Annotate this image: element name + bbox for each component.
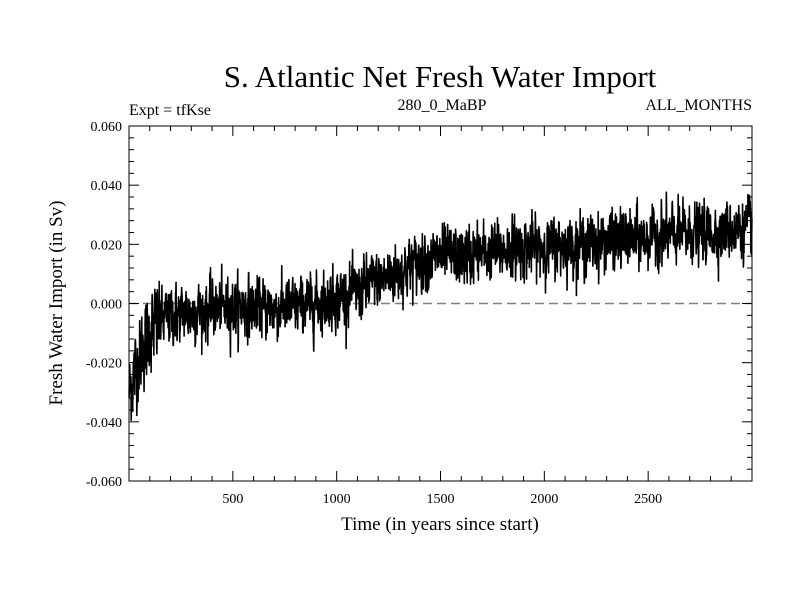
months-label: ALL_MONTHS — [645, 97, 752, 114]
fresh-water-series-line — [128, 191, 753, 421]
y-tick-label: -0.040 — [86, 416, 122, 431]
experiment-label: Expt = tfKse — [129, 102, 211, 119]
y-tick-label: -0.060 — [86, 475, 122, 490]
y-axis-label: Fresh Water Import (in Sv) — [46, 201, 67, 406]
x-tick-label: 2500 — [634, 492, 662, 507]
x-tick-label: 2000 — [530, 492, 558, 507]
y-tick-label: 0.000 — [91, 298, 123, 313]
plot-frame — [128, 125, 753, 482]
chart-title: S. Atlantic Net Fresh Water Import — [224, 59, 657, 94]
period-label: 280_0_MaBP — [398, 97, 487, 114]
y-tick-label: 0.040 — [91, 179, 123, 194]
x-axis-label: Time (in years since start) — [341, 514, 539, 535]
y-tick-label: 0.060 — [91, 120, 123, 135]
x-tick-label: 1500 — [427, 492, 455, 507]
x-tick-label: 500 — [222, 492, 243, 507]
y-tick-label: 0.020 — [91, 238, 123, 253]
x-tick-label: 1000 — [323, 492, 351, 507]
y-tick-label: -0.020 — [86, 357, 122, 372]
